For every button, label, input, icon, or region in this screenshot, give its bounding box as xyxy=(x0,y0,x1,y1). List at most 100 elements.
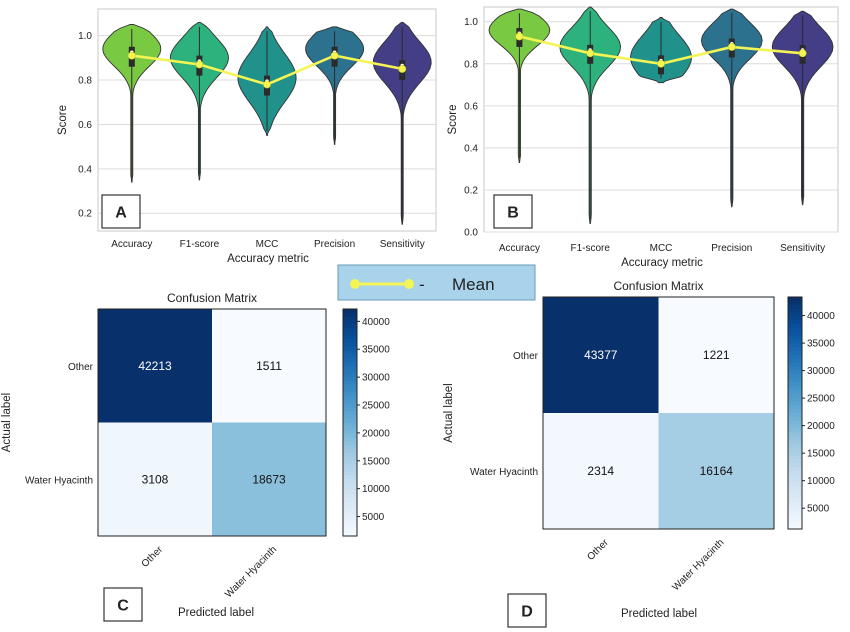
colorbar-segment xyxy=(343,407,357,412)
chart-title: Confusion Matrix xyxy=(167,291,257,305)
violin-chart-a: 0.2 0.4 0.6 0.8 1.0 Accuracy F1-score MCC Precis… xyxy=(57,8,437,265)
colorbar-frame xyxy=(787,296,803,530)
cell-value: 2314 xyxy=(587,464,614,478)
colorbar-segment xyxy=(343,316,357,321)
row-label: Water Hyacinth xyxy=(25,475,93,486)
colorbar-segment xyxy=(788,370,802,375)
colorbar-segment xyxy=(343,486,357,492)
x-axis-label: Accuracy metric xyxy=(621,257,703,269)
colorbar-segment xyxy=(343,320,357,325)
colorbar-segment xyxy=(343,373,357,378)
mean-point xyxy=(330,51,339,60)
colorbar-tick-label: 5000 xyxy=(362,512,385,523)
colorbar-tick-label: 15000 xyxy=(362,456,390,467)
matrix-cell xyxy=(543,413,659,529)
y-axis-label: Score xyxy=(447,104,459,134)
colorbar-segment xyxy=(343,456,357,461)
colorbar-segment xyxy=(788,324,802,329)
colorbar-segment xyxy=(343,312,357,318)
colorbar-segment xyxy=(343,414,357,420)
colorbar-tick-label: 40000 xyxy=(807,311,835,322)
colorbar-segment xyxy=(343,509,357,514)
colorbar-tick-label: 10000 xyxy=(807,476,835,487)
panel-letter-box xyxy=(507,593,547,628)
colorbar-segment xyxy=(788,385,802,391)
colorbar-segment xyxy=(788,300,802,306)
matrix-cell xyxy=(212,422,326,536)
colorbar-segment xyxy=(788,339,802,344)
mean-point xyxy=(195,60,204,69)
colorbar-segment xyxy=(343,327,357,333)
colorbar-segment xyxy=(788,316,802,321)
colorbar-segment xyxy=(788,494,802,499)
y-tick-label: 0.0 xyxy=(464,228,478,239)
x-tick-label: F1-score xyxy=(180,239,220,250)
colorbar-segment xyxy=(343,384,357,390)
y-tick-label: 0.4 xyxy=(78,164,92,175)
colorbar-segment xyxy=(343,475,357,480)
cell-value: 1511 xyxy=(256,359,282,373)
colorbar-tick-label: 25000 xyxy=(807,394,835,405)
x-tick-label: Sensitivity xyxy=(780,243,825,254)
colorbar-segment xyxy=(788,382,802,387)
y-tick-label: 0.8 xyxy=(464,59,478,70)
colorbar-segment xyxy=(788,312,802,317)
y-axis-label: Actual label xyxy=(443,383,455,442)
mean-point xyxy=(798,49,807,58)
x-tick-label: Accuracy xyxy=(499,243,540,254)
y-tick-label: 0.6 xyxy=(464,101,478,112)
colorbar-segment xyxy=(343,350,357,355)
colorbar-segment xyxy=(343,335,357,340)
colorbar-tick-label: 40000 xyxy=(362,317,390,328)
colorbar-segment xyxy=(343,399,357,405)
x-tick-label: MCC xyxy=(650,243,673,254)
col-label: Water Hyacinth xyxy=(671,537,727,593)
colorbar-segment xyxy=(343,433,357,439)
panel-letter: C xyxy=(117,598,129,615)
colorbar-segment xyxy=(788,416,802,422)
colorbar-segment xyxy=(343,532,357,537)
colorbar-segment xyxy=(343,430,357,435)
colorbar-segment xyxy=(788,335,802,341)
matrix-cell xyxy=(658,297,774,413)
colorbar-segment xyxy=(343,411,357,416)
colorbar-segment xyxy=(343,505,357,511)
colorbar-segment xyxy=(788,525,802,530)
colorbar-segment xyxy=(343,365,357,371)
colorbar-segment xyxy=(788,413,802,418)
y-tick-label: 0.2 xyxy=(78,209,92,220)
cell-value: 1221 xyxy=(703,348,730,362)
colorbar-segment xyxy=(788,440,802,445)
colorbar-tick-label: 35000 xyxy=(807,339,835,350)
colorbar-segment xyxy=(788,389,802,395)
colorbar-segment xyxy=(788,351,802,356)
row-label: Other xyxy=(513,351,539,362)
colorbar-segment xyxy=(788,474,802,480)
colorbar-segment xyxy=(343,513,357,518)
x-tick-label: Precision xyxy=(711,243,752,254)
colorbar-segment xyxy=(788,347,802,352)
colorbar-segment xyxy=(788,498,802,503)
cell-value: 3108 xyxy=(142,472,169,486)
colorbar-segment xyxy=(343,380,357,386)
x-axis-label: Predicted label xyxy=(178,607,254,619)
colorbar-segment xyxy=(788,401,802,406)
colorbar-segment xyxy=(788,374,802,379)
colorbar-segment xyxy=(343,403,357,408)
colorbar-segment xyxy=(343,494,357,499)
colorbar-segment xyxy=(343,331,357,337)
colorbar-segment xyxy=(343,524,357,530)
matrix-frame xyxy=(542,296,775,530)
colorbar-segment xyxy=(788,447,802,453)
cell-value: 42213 xyxy=(138,359,172,373)
colorbar-segment xyxy=(788,478,802,484)
colorbar-segment xyxy=(788,471,802,476)
row-label: Other xyxy=(68,362,94,373)
colorbar-segment xyxy=(343,479,357,484)
colorbar-segment xyxy=(788,362,802,368)
colorbar-segment xyxy=(788,331,802,337)
colorbar-segment xyxy=(343,441,357,446)
colorbar-segment xyxy=(788,521,802,526)
col-label: Other xyxy=(585,537,611,563)
colorbar-segment xyxy=(788,304,802,310)
